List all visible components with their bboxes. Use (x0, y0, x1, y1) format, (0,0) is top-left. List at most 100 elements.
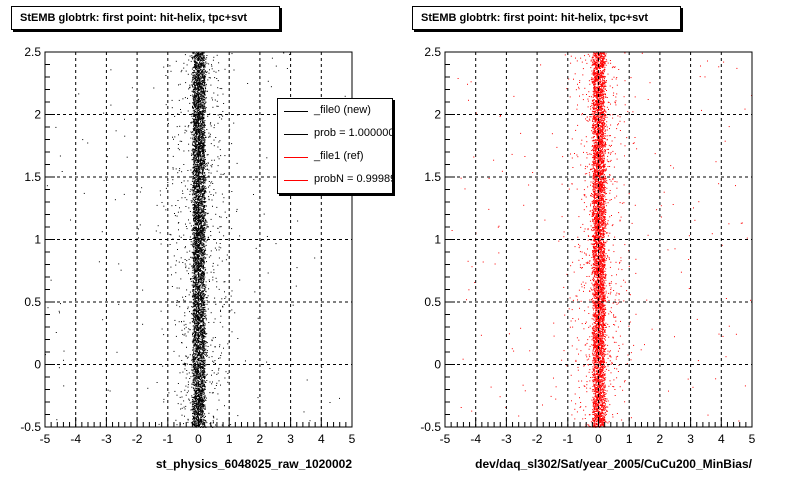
scatter-point (194, 353, 196, 355)
scatter-point (200, 117, 202, 119)
scatter-point (197, 321, 199, 323)
scatter-point (197, 207, 199, 209)
scatter-point (198, 114, 200, 116)
scatter-point (198, 171, 200, 173)
scatter-point (199, 289, 201, 291)
scatter-point (197, 255, 198, 257)
scatter-point (192, 178, 193, 180)
scatter-point (199, 240, 201, 242)
scatter-point (203, 390, 205, 392)
scatter-point (198, 258, 200, 260)
scatter-point (193, 118, 194, 120)
scatter-point (192, 103, 194, 105)
scatter-point (198, 82, 200, 84)
scatter-point (201, 265, 203, 266)
scatter-point (201, 52, 203, 54)
scatter-point (195, 106, 197, 107)
scatter-point (203, 296, 205, 298)
scatter-point (200, 165, 202, 167)
scatter-point (196, 218, 198, 219)
scatter-point (204, 317, 206, 319)
scatter-point (196, 348, 198, 350)
scatter-point (196, 223, 198, 224)
scatter-point (200, 293, 201, 295)
scatter-point (198, 97, 199, 98)
scatter-point (195, 377, 197, 379)
scatter-point (201, 388, 203, 390)
scatter-point (192, 314, 194, 315)
scatter-point (196, 340, 198, 342)
scatter-point (199, 326, 201, 328)
scatter-point (191, 155, 193, 156)
scatter-point (203, 166, 205, 168)
scatter-point (199, 132, 201, 134)
scatter-point (203, 256, 205, 258)
scatter-point (191, 201, 192, 203)
scatter-point (191, 189, 193, 191)
scatter-point (194, 392, 196, 394)
scatter-point (193, 398, 195, 400)
scatter-point (199, 243, 201, 245)
scatter-point (200, 210, 202, 212)
scatter-point (192, 72, 194, 74)
scatter-point (202, 74, 204, 76)
scatter-point (199, 335, 200, 337)
scatter-point (201, 112, 203, 114)
scatter-point (199, 424, 201, 425)
scatter-point (194, 227, 196, 229)
scatter-point (202, 384, 204, 386)
scatter-point (196, 390, 198, 392)
scatter-point (198, 84, 200, 86)
scatter-point (201, 414, 203, 416)
scatter-point (204, 74, 206, 76)
scatter-point (197, 73, 199, 75)
scatter-point (195, 206, 197, 208)
scatter-point (201, 65, 203, 67)
scatter-point (203, 331, 205, 333)
scatter-point (199, 173, 201, 175)
scatter-point (200, 80, 202, 82)
scatter-point (199, 223, 201, 225)
scatter-point (193, 293, 195, 295)
scatter-point (195, 399, 197, 401)
scatter-point (192, 228, 194, 230)
scatter-point (201, 136, 202, 137)
scatter-point (199, 394, 201, 396)
scatter-point (201, 157, 203, 159)
scatter-point (198, 99, 200, 101)
scatter-point (200, 180, 202, 182)
scatter-point (199, 167, 201, 169)
scatter-point (201, 164, 202, 166)
scatter-point (198, 306, 200, 308)
scatter-point (202, 236, 204, 238)
scatter-point (200, 145, 202, 147)
scatter-point (194, 170, 196, 172)
scatter-point (191, 383, 193, 385)
scatter-point (204, 70, 206, 72)
scatter-point (201, 237, 203, 239)
scatter-point (192, 199, 194, 201)
scatter-point (192, 358, 194, 360)
scatter-point (203, 153, 205, 155)
scatter-point (196, 323, 197, 325)
scatter-point (202, 315, 204, 317)
scatter-point (198, 308, 200, 309)
scatter-point (193, 154, 195, 156)
scatter-point (202, 263, 204, 265)
scatter-point (195, 205, 197, 206)
scatter-point (197, 204, 199, 206)
scatter-point (201, 358, 203, 360)
scatter-point (202, 333, 203, 335)
scatter-point (196, 110, 198, 112)
scatter-point (202, 117, 204, 119)
scatter-point (204, 301, 205, 303)
scatter-point (199, 161, 201, 163)
scatter-point (200, 200, 202, 202)
scatter-point (197, 228, 199, 230)
scatter-point (201, 147, 203, 149)
scatter-point (203, 257, 205, 259)
scatter-point (196, 87, 198, 89)
scatter-point (201, 228, 203, 230)
scatter-point (204, 374, 206, 376)
scatter-point (205, 249, 207, 251)
